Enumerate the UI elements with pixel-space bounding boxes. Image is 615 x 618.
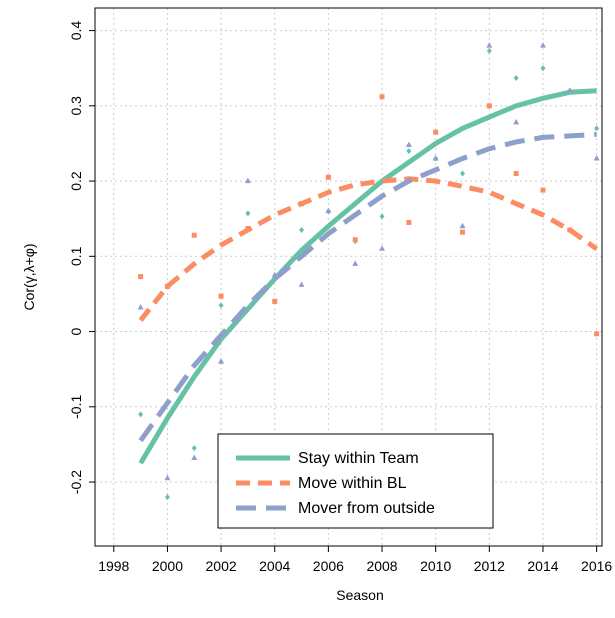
point bbox=[379, 213, 385, 220]
legend-label: Stay within Team bbox=[298, 450, 419, 467]
point bbox=[406, 219, 412, 225]
point bbox=[513, 118, 520, 125]
point bbox=[513, 171, 519, 177]
point bbox=[352, 237, 358, 243]
point bbox=[325, 207, 332, 214]
point bbox=[486, 42, 493, 48]
y-tick-label: 0.3 bbox=[68, 96, 84, 116]
x-tick-label: 2006 bbox=[313, 558, 344, 574]
point bbox=[486, 103, 492, 109]
point bbox=[433, 129, 439, 135]
trend-line bbox=[138, 88, 597, 465]
point bbox=[218, 358, 225, 364]
x-tick-label: 2016 bbox=[581, 558, 612, 574]
x-tick-label: 2008 bbox=[366, 558, 397, 574]
point bbox=[245, 210, 251, 217]
legend-label: Mover from outside bbox=[298, 500, 435, 517]
point bbox=[218, 302, 224, 309]
y-tick-label: 0.4 bbox=[68, 21, 84, 41]
y-axis-label: Cor(γ,λ+φ) bbox=[21, 243, 37, 310]
legend-label: Move within BL bbox=[298, 475, 407, 492]
point bbox=[539, 42, 546, 48]
point bbox=[593, 154, 600, 161]
x-axis-label: Season bbox=[336, 587, 383, 603]
point bbox=[138, 274, 144, 280]
point bbox=[191, 445, 197, 452]
point bbox=[244, 177, 251, 184]
x-tick-label: 2004 bbox=[259, 558, 290, 574]
trend-line bbox=[138, 176, 599, 322]
x-tick-label: 2012 bbox=[474, 558, 505, 574]
point bbox=[138, 411, 144, 418]
point bbox=[325, 174, 331, 180]
x-tick-label: 2002 bbox=[206, 558, 237, 574]
point bbox=[191, 454, 198, 460]
y-tick-label: -0.2 bbox=[68, 470, 84, 494]
trend-line bbox=[138, 131, 597, 443]
point bbox=[352, 260, 359, 266]
point bbox=[594, 331, 600, 337]
point bbox=[460, 229, 466, 235]
y-tick-label: -0.1 bbox=[68, 395, 84, 419]
plot-frame bbox=[94, 7, 603, 547]
point bbox=[379, 94, 385, 100]
x-tick-label: 1998 bbox=[98, 558, 129, 574]
point bbox=[191, 232, 197, 238]
x-tick-label: 2014 bbox=[527, 558, 558, 574]
point bbox=[218, 293, 224, 299]
point bbox=[540, 187, 546, 193]
point bbox=[486, 47, 492, 54]
point bbox=[164, 474, 171, 481]
y-tick-label: 0.1 bbox=[68, 246, 84, 266]
point bbox=[299, 226, 305, 233]
point bbox=[513, 74, 519, 81]
point bbox=[540, 65, 546, 72]
point bbox=[164, 283, 170, 289]
x-tick-label: 2000 bbox=[152, 558, 183, 574]
point bbox=[460, 170, 466, 177]
y-tick-label: 0.2 bbox=[68, 171, 84, 191]
point bbox=[406, 147, 412, 154]
y-tick-label: 0 bbox=[68, 327, 84, 335]
point bbox=[137, 303, 144, 310]
point bbox=[594, 125, 600, 132]
point bbox=[405, 141, 412, 147]
point bbox=[566, 87, 573, 93]
point bbox=[164, 494, 170, 501]
point bbox=[459, 222, 466, 229]
point bbox=[272, 298, 278, 304]
point bbox=[567, 227, 573, 233]
point bbox=[298, 281, 305, 287]
x-tick-label: 2010 bbox=[420, 558, 451, 574]
point bbox=[432, 154, 439, 161]
point bbox=[379, 245, 386, 251]
